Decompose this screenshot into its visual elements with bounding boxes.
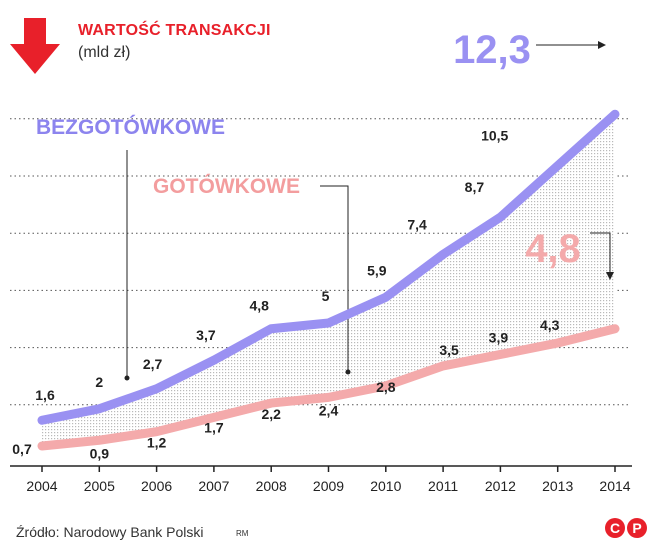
data-label-gotowkowe: 0,7	[12, 441, 32, 457]
data-label-gotowkowe: 3,9	[489, 329, 509, 345]
x-tick-label: 2012	[485, 478, 516, 494]
data-label-bezgotowkowe: 2	[95, 374, 103, 390]
data-label-bezgotowkowe: 4,8	[249, 298, 269, 314]
data-label-gotowkowe: 1,7	[204, 419, 224, 435]
data-label-bezgotowkowe: 8,7	[465, 179, 485, 195]
svg-text:P: P	[632, 520, 641, 536]
x-tick-label: 2006	[141, 478, 172, 494]
source-note: Źródło: Narodowy Bank Polski	[16, 524, 204, 540]
data-label-gotowkowe: 4,3	[540, 317, 560, 333]
x-tick-label: 2009	[313, 478, 344, 494]
series-lines	[37, 109, 620, 451]
data-label-gotowkowe-final: 4,8	[525, 227, 581, 271]
series-label-bezgotowkowe: BEZGOTÓWKOWE	[36, 115, 225, 139]
author-initials: RM	[236, 529, 249, 538]
x-tick-label: 2008	[256, 478, 287, 494]
data-labels: BEZGOTÓWKOWE GOTÓWKOWE 1,6 2 2,7 3,7 4,8 5 5,9 7,…	[12, 28, 581, 461]
leader-arrowhead	[606, 272, 614, 280]
data-label-bezgotowkowe: 5,9	[367, 262, 387, 278]
data-label-bezgotowkowe: 5	[322, 288, 330, 304]
data-label-bezgotowkowe: 3,7	[196, 327, 216, 343]
data-label-gotowkowe: 2,4	[319, 402, 339, 418]
data-label-bezgotowkowe: 10,5	[481, 128, 508, 144]
down-arrow-icon	[10, 18, 60, 74]
x-tick-label: 2013	[542, 478, 573, 494]
data-label-gotowkowe: 1,2	[147, 435, 167, 451]
data-label-gotowkowe: 2,8	[376, 379, 396, 395]
data-label-bezgotowkowe: 7,4	[407, 216, 427, 232]
leader-dot	[124, 375, 130, 381]
chart-title: WARTOŚĆ TRANSAKCJI	[78, 22, 271, 39]
leader-arrowhead	[598, 41, 606, 49]
leader-line-final-gotowkowe	[590, 232, 611, 274]
series-label-gotowkowe: GOTÓWKOWE	[153, 174, 300, 198]
data-label-bezgotowkowe: 2,7	[143, 356, 163, 372]
x-tick-label: 2014	[599, 478, 630, 494]
x-tick-label: 2005	[84, 478, 115, 494]
x-tick-label: 2011	[428, 478, 458, 494]
series-line-gotowkowe	[37, 324, 620, 451]
x-tick-label: 2007	[198, 478, 229, 494]
unit-label: (mld zł)	[78, 44, 131, 61]
data-label-bezgotowkowe-final: 12,3	[453, 28, 531, 72]
data-label-bezgotowkowe: 1,6	[35, 387, 55, 403]
x-tick-label: 2010	[370, 478, 401, 494]
leader-dot	[345, 369, 351, 375]
x-axis: 2004 2005 2006 2007 2008 2009 2010 2011 2012 2013…	[10, 465, 632, 494]
data-label-gotowkowe: 2,2	[261, 406, 281, 422]
data-label-gotowkowe: 3,5	[439, 342, 459, 358]
data-label-gotowkowe: 0,9	[90, 445, 110, 461]
series-line-bezgotowkowe	[37, 109, 620, 425]
copyright-p-icon: C P	[604, 516, 648, 540]
svg-text:C: C	[610, 520, 620, 536]
x-tick-label: 2004	[26, 478, 57, 494]
